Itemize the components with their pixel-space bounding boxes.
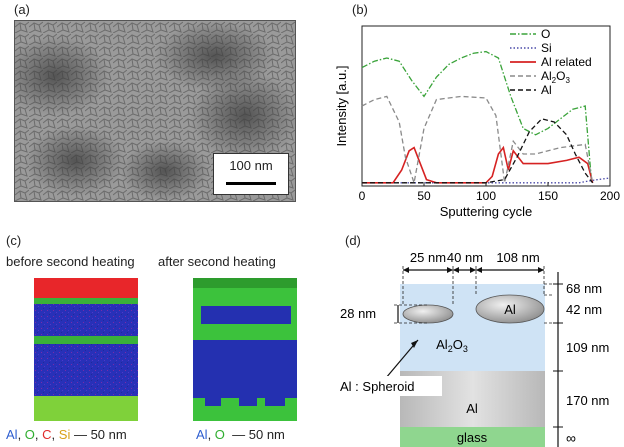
- dim-170nm: 170 nm: [566, 393, 609, 408]
- dim-28nm: 28 nm: [340, 306, 376, 321]
- layer-schematic: Al 25 nm 40 nm 108 nm 68 nm 42 nm 109 nm…: [334, 250, 609, 447]
- dim-25nm: 25 nm: [410, 250, 446, 265]
- series-line-4: [362, 118, 594, 184]
- sem-texture: [15, 21, 295, 201]
- panel-a-label: (a): [14, 2, 30, 17]
- eds-legend-item: Al: [196, 427, 208, 442]
- x-axis-label: Sputtering cycle: [440, 204, 533, 219]
- legend-label: Si: [541, 41, 552, 55]
- legend-label: Al: [541, 83, 552, 97]
- eds-legend-after: Al, O — 50 nm: [196, 427, 285, 442]
- large-spheroid: [475, 294, 545, 324]
- eds-legend-item: ,: [207, 427, 215, 442]
- eds-legend-before: Al, O, C, Si — 50 nm: [6, 427, 127, 442]
- glass-layer-label: glass: [457, 430, 488, 445]
- series-line-2: [362, 145, 594, 184]
- eds-map-after: [193, 278, 297, 421]
- eds-legend-item: ,: [17, 427, 25, 442]
- al2o3-label: Al2O3: [436, 337, 468, 354]
- eds-legend-item: Al: [6, 427, 18, 442]
- dim-42nm: 42 nm: [566, 302, 602, 317]
- caption-before: before second heating: [6, 254, 135, 269]
- x-tick-label: 200: [600, 189, 620, 203]
- legend-label: Al2O3: [541, 69, 570, 85]
- dim-108nm: 108 nm: [496, 250, 539, 265]
- spheroid-label: Al: [504, 302, 516, 317]
- eds-legend-item: — 50 nm: [70, 427, 127, 442]
- y-axis-label: Intensity [a.u.]: [334, 66, 349, 147]
- eds-legend-item: C: [42, 427, 52, 442]
- eds-legend-item: O: [24, 427, 35, 442]
- tick-layer: 0 50 100 150 200: [359, 182, 620, 203]
- x-tick-label: 50: [417, 189, 431, 203]
- intensity-chart: 0 50 100 150 200 Intensity [a.u.] Sputtering…: [334, 25, 620, 219]
- panel-b-label: (b): [352, 2, 368, 17]
- dim-109nm: 109 nm: [566, 340, 609, 355]
- eds-legend-item: ,: [51, 427, 59, 442]
- eds-legend-item: ,: [34, 427, 43, 442]
- scale-bar-box: 100 nm: [213, 153, 289, 195]
- pointer-label-bg: [334, 376, 442, 396]
- legend-label: O: [541, 27, 550, 41]
- series-line-0: [361, 50, 593, 180]
- dim-40nm: 40 nm: [447, 250, 483, 265]
- dim-infinity: ∞: [566, 430, 576, 446]
- panel-c-label: (c): [6, 233, 22, 248]
- dim-68nm: 68 nm: [566, 281, 602, 296]
- small-spheroid: [402, 304, 454, 324]
- scale-bar-label: 100 nm: [229, 158, 273, 173]
- sem-image: 100 nm: [14, 20, 296, 202]
- al-layer-label: Al: [466, 401, 478, 416]
- glass-layer: [400, 427, 545, 447]
- eds-legend-item: — 50 nm: [224, 427, 285, 442]
- x-tick-label: 100: [476, 189, 496, 203]
- eds-legend-item: O: [214, 427, 225, 442]
- plot-frame: [361, 25, 611, 187]
- scale-bar: [226, 182, 276, 185]
- series-line-3: [361, 95, 594, 186]
- legend-label: Al related: [541, 55, 592, 69]
- caption-after: after second heating: [158, 254, 276, 269]
- x-tick-label: 0: [359, 189, 366, 203]
- spheroid-pointer-label: Al : Spheroid: [340, 379, 414, 394]
- eds-map-before: [34, 278, 138, 421]
- eds-legend-item: Si: [58, 427, 71, 442]
- x-tick-label: 150: [538, 189, 558, 203]
- series-layer: [361, 50, 611, 186]
- panel-d-label: (d): [345, 233, 361, 248]
